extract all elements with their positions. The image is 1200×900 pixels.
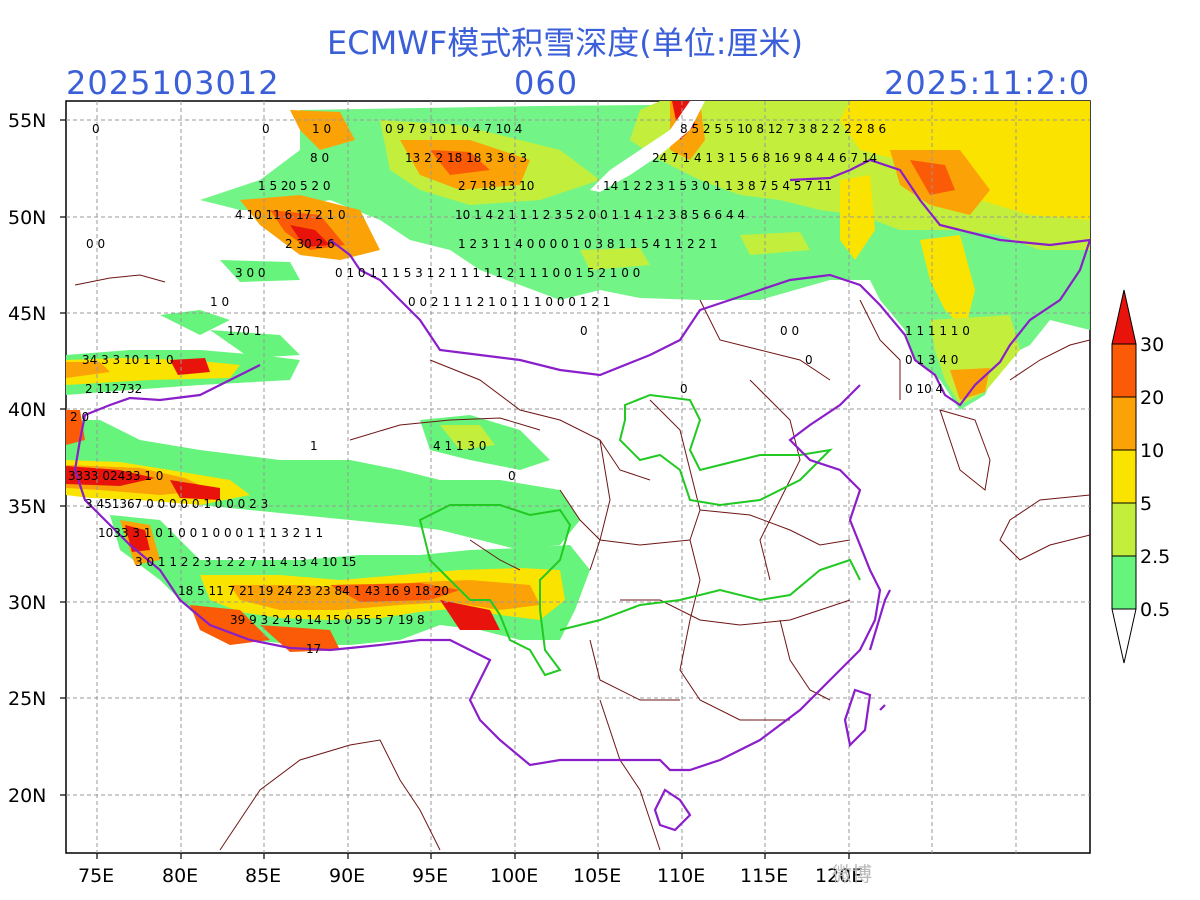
svg-text:1 0: 1 0 — [312, 122, 331, 136]
svg-text:0 9 7 9 10 1 0 4 7 10 4: 0 9 7 9 10 1 0 4 7 10 4 — [385, 122, 522, 136]
forecast-hour-label: 060 — [514, 64, 579, 102]
colorbar-labels: 30 20 10 5 2.5 0.5 — [1140, 334, 1170, 621]
svg-text:14 1 2 2 3 1 5 3 0 1 1 3 8 7 5: 14 1 2 2 3 1 5 3 0 1 1 3 8 7 5 4 5 7 11 — [603, 179, 832, 193]
svg-text:0: 0 — [92, 122, 100, 136]
lat-label: 30N — [8, 592, 46, 614]
svg-text:0 1 0 1 1 1 5 3 1 2 1 1 1 1 1: 0 1 0 1 1 1 5 3 1 2 1 1 1 1 1 2 1 1 1 0 … — [335, 266, 640, 280]
svg-text:2 112732: 2 112732 — [85, 382, 142, 396]
svg-text:8 0: 8 0 — [310, 151, 329, 165]
svg-text:1 5 20 5 2 0: 1 5 20 5 2 0 — [258, 179, 331, 193]
lat-label: 40N — [8, 399, 46, 421]
axis-ticks — [60, 119, 850, 859]
svg-text:0: 0 — [508, 469, 516, 483]
svg-text:0: 0 — [805, 353, 813, 367]
colorbar-label: 0.5 — [1140, 599, 1170, 621]
svg-text:1033 3 1 0 1 0 0 1 0 0 0 1 1 1: 1033 3 1 0 1 0 0 1 0 0 0 1 1 1 3 2 1 1 — [98, 526, 323, 540]
colorbar-bin — [1111, 502, 1137, 557]
foreign-borders — [74, 274, 1090, 851]
river-basin-borders — [418, 393, 861, 677]
lon-label: 105E — [573, 865, 621, 887]
graticule — [66, 101, 1090, 853]
longitude-labels: 75E 80E 85E 90E 95E 100E 105E 110E 115E … — [78, 865, 863, 887]
svg-text:0: 0 — [262, 122, 270, 136]
lon-label: 85E — [245, 865, 281, 887]
lon-label: 115E — [740, 865, 788, 887]
colorbar-label: 30 — [1140, 334, 1164, 356]
lat-label: 25N — [8, 688, 46, 710]
svg-text:1 1 1 1 1 0: 1 1 1 1 1 0 — [905, 324, 970, 338]
lon-label: 95E — [412, 865, 448, 887]
svg-text:4 1 1 3 0: 4 1 1 3 0 — [433, 439, 486, 453]
lat-label: 35N — [8, 496, 46, 518]
station-values: 0 0 1 0 0 9 7 9 10 1 0 4 7 10 4 8 5 2 5 … — [68, 122, 970, 656]
svg-text:2 30 2 6: 2 30 2 6 — [285, 237, 335, 251]
svg-text:13 2 2 18 18 3 3 6 3: 13 2 2 18 18 3 3 6 3 — [405, 151, 527, 165]
svg-text:34 3 3 10 1 1 0: 34 3 3 10 1 1 0 — [82, 353, 174, 367]
valid-time-label: 2025:11:2:0 — [884, 64, 1091, 102]
lon-label: 110E — [657, 865, 705, 887]
lat-label: 55N — [8, 110, 46, 132]
lon-label: 90E — [329, 865, 365, 887]
svg-text:8 5 2 5 5 10 8 12 7 3 8 2 2 2: 8 5 2 5 5 10 8 12 7 3 8 2 2 2 2 8 6 — [680, 122, 886, 136]
colorbar-bin — [1111, 555, 1137, 610]
svg-text:0 0: 0 0 — [86, 237, 105, 251]
svg-text:18 5 11 7 21 19 24 23 23 84 1: 18 5 11 7 21 19 24 23 23 84 1 43 16 9 18… — [178, 584, 449, 598]
svg-text:1 0: 1 0 — [210, 295, 229, 309]
latitude-labels: 55N 50N 45N 40N 35N 30N 25N 20N — [8, 110, 46, 807]
colorbar-bin — [1111, 449, 1137, 504]
province-borders — [349, 299, 901, 721]
svg-text:10 1 4 2 1 1 1 2 3 5 2 0 0 1 1: 10 1 4 2 1 1 1 2 3 5 2 0 0 1 1 4 1 2 3 8… — [455, 208, 745, 222]
lon-label: 100E — [490, 865, 538, 887]
lon-label: 75E — [78, 865, 114, 887]
china-border — [73, 158, 1090, 832]
svg-text:170 1: 170 1 — [227, 324, 261, 338]
svg-text:24 7 1 4 1 3 1 5 6 8 16 9 8 4: 24 7 1 4 1 3 1 5 6 8 16 9 8 4 4 6 7 14 — [652, 151, 877, 165]
colorbar-label: 5 — [1140, 493, 1152, 515]
svg-text:3 0 0: 3 0 0 — [235, 266, 266, 280]
lat-label: 20N — [8, 785, 46, 807]
svg-text:0 1 3 4 0: 0 1 3 4 0 — [905, 353, 958, 367]
watermark: 微博 — [832, 862, 872, 886]
lat-label: 50N — [8, 207, 46, 229]
svg-text:2 7 18 13 10: 2 7 18 13 10 — [458, 179, 534, 193]
svg-text:0: 0 — [580, 324, 588, 338]
svg-text:17: 17 — [306, 642, 321, 656]
svg-text:3333 02433 1 0: 3333 02433 1 0 — [68, 469, 163, 483]
colorbar-top-arrow — [1111, 289, 1137, 345]
svg-text:39 9 3 2 4 9 14 15 0 55 5 7 19: 39 9 3 2 4 9 14 15 0 55 5 7 19 8 — [230, 613, 425, 627]
svg-text:3 451367 0 0 0 0 0 1 0 0 0 2 3: 3 451367 0 0 0 0 0 1 0 0 0 2 3 — [85, 497, 268, 511]
svg-text:4 10 11 6 17 2 1 0: 4 10 11 6 17 2 1 0 — [235, 208, 346, 222]
svg-text:0 0 2 1 1 1 2 1 0 1 1 1 0 0 0: 0 0 2 1 1 1 2 1 0 1 1 1 0 0 0 1 2 1 — [408, 295, 610, 309]
svg-text:0: 0 — [680, 382, 688, 396]
colorbar-bin — [1111, 396, 1137, 451]
lon-label: 120E — [815, 865, 863, 887]
svg-text:0 0: 0 0 — [780, 324, 799, 338]
colorbar-bottom-arrow — [1111, 608, 1137, 664]
colorbar-label: 2.5 — [1140, 546, 1170, 568]
lon-label: 80E — [162, 865, 198, 887]
svg-text:2 0: 2 0 — [70, 410, 89, 424]
colorbar-bin — [1111, 343, 1137, 398]
svg-text:1 2 3 1 1 4 0 0 0 0 1 0 3 8 1: 1 2 3 1 1 4 0 0 0 0 1 0 3 8 1 1 5 4 1 1 … — [458, 237, 718, 251]
lat-label: 45N — [8, 303, 46, 325]
svg-text:0 10 4: 0 10 4 — [905, 382, 943, 396]
svg-text:1: 1 — [310, 439, 318, 453]
init-time-label: 2025103012 — [66, 64, 280, 102]
colorbar-label: 10 — [1140, 440, 1164, 462]
colorbar — [1111, 289, 1137, 664]
svg-text:3 0 1 1 2 2 3 1 2 2 7 11 4 13: 3 0 1 1 2 2 3 1 2 2 7 11 4 13 4 10 15 — [135, 555, 356, 569]
map-title: ECMWF模式积雪深度(单位:厘米) — [327, 24, 803, 62]
colorbar-label: 20 — [1140, 387, 1164, 409]
